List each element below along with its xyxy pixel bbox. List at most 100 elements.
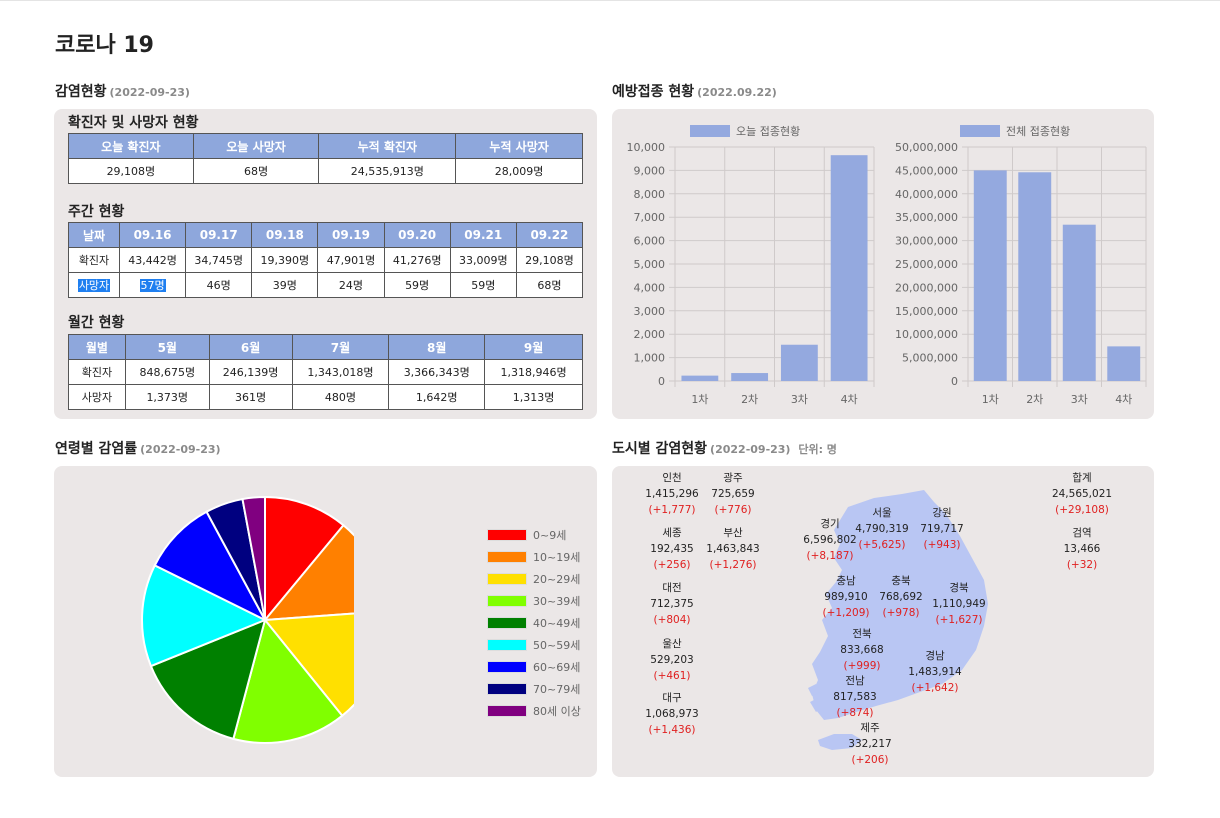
monthly-month: 5월 bbox=[124, 334, 210, 360]
y-tick-label: 10,000 bbox=[627, 141, 666, 154]
x-tick-label: 2차 bbox=[1026, 393, 1043, 406]
monthly-cell: 848,675명 bbox=[124, 359, 210, 385]
weekly-cell: 46명 bbox=[185, 272, 253, 298]
monthly-corner: 월별 bbox=[68, 334, 126, 360]
pie-slice bbox=[264, 495, 345, 623]
table-row: 확진자 43,442명 34,745명 19,390명 47,901명 41,2… bbox=[68, 247, 584, 273]
legend-swatch bbox=[487, 573, 527, 585]
y-tick-label: 5,000,000 bbox=[902, 352, 958, 365]
legend-swatch bbox=[487, 683, 527, 695]
monthly-cell: 246,139명 bbox=[208, 359, 293, 385]
weekly-cell: 41,276명 bbox=[383, 247, 451, 273]
vaccination-charts: 오늘 접종현황 10,000 9,000 8,000 7,000 6,000 5,000 4,… bbox=[627, 125, 1147, 406]
korea-map-shapes bbox=[808, 490, 988, 750]
table-row: 사망자 1,373명 361명 480명 1,642명 1,313명 bbox=[68, 384, 583, 410]
legend-item: 60~69세 bbox=[487, 656, 581, 678]
city-panel: 인천 1,415,296 (+1,777) 광주 725,659 (+776) 세종 192,… bbox=[612, 466, 1154, 777]
legend-label: 오늘 접종현황 bbox=[736, 125, 800, 138]
y-tick-label: 1,000 bbox=[634, 352, 666, 365]
city-name: 충북 bbox=[891, 575, 911, 587]
city-total: 1,415,296 bbox=[645, 488, 699, 500]
city-total: 719,717 bbox=[920, 523, 964, 535]
city-delta: (+978) bbox=[882, 607, 920, 619]
city-stat: 서울 4,790,319 (+5,625) bbox=[842, 505, 922, 553]
city-stat: 제주 332,217 (+206) bbox=[830, 720, 910, 768]
legend-item: 80세 이상 bbox=[487, 700, 581, 722]
city-delta: (+776) bbox=[714, 504, 752, 516]
x-tick-label: 3차 bbox=[1071, 393, 1088, 406]
monthly-month: 7월 bbox=[291, 334, 390, 360]
weekly-cell: 59명 bbox=[449, 272, 517, 298]
city-delta: (+5,625) bbox=[858, 539, 906, 551]
y-tick-label: 9,000 bbox=[634, 164, 666, 177]
legend-item: 10~19세 bbox=[487, 546, 581, 568]
city-stat: 경기 6,596,802 (+8,187) bbox=[790, 516, 870, 564]
city-name: 제주 bbox=[860, 722, 880, 734]
summary-value: 24,535,913명 bbox=[318, 158, 457, 184]
y-tick-label: 4,000 bbox=[634, 281, 666, 294]
age-date: (2022-09-23) bbox=[140, 443, 221, 456]
city-total: 768,692 bbox=[879, 591, 923, 603]
legend-item: 20~29세 bbox=[487, 568, 581, 590]
city-name: 광주 bbox=[723, 472, 743, 484]
infection-panel: 확진자 및 사망자 현황 오늘 확진자 오늘 사망자 누적 확진자 누적 사망자… bbox=[54, 109, 597, 419]
x-tick-label: 1차 bbox=[982, 393, 999, 406]
infection-heading: 감염현황 (2022-09-23) bbox=[55, 81, 190, 101]
summary-table: 오늘 확진자 오늘 사망자 누적 확진자 누적 사망자 29,108명 68명 … bbox=[68, 133, 583, 184]
pie-slice bbox=[149, 618, 267, 741]
summary-header: 누적 확진자 bbox=[318, 133, 457, 159]
bar bbox=[1062, 224, 1096, 381]
weekly-date: 09.22 bbox=[515, 222, 584, 248]
city-delta: (+1,209) bbox=[822, 607, 870, 619]
pie-slice bbox=[153, 510, 268, 623]
weekly-date: 09.17 bbox=[185, 222, 253, 248]
weekly-cell: 34,745명 bbox=[185, 247, 253, 273]
bar bbox=[830, 155, 868, 381]
infection-date: (2022-09-23) bbox=[109, 86, 190, 99]
city-delta: (+32) bbox=[1066, 559, 1098, 571]
monthly-month: 6월 bbox=[208, 334, 293, 360]
legend-label: 40~49세 bbox=[533, 617, 581, 630]
y-tick-label: 0 bbox=[951, 375, 958, 388]
city-name: 서울 bbox=[872, 507, 892, 519]
city-name: 전북 bbox=[852, 628, 872, 640]
y-tick-label: 50,000,000 bbox=[895, 141, 958, 154]
pie-slice bbox=[263, 612, 354, 718]
weekly-date: 09.20 bbox=[383, 222, 451, 248]
bar bbox=[681, 375, 719, 381]
y-tick-label: 45,000,000 bbox=[895, 164, 958, 177]
legend-swatch bbox=[487, 617, 527, 629]
y-tick-label: 8,000 bbox=[634, 188, 666, 201]
city-stat: 울산 529,203 (+461) bbox=[632, 636, 712, 684]
city-total: 989,910 bbox=[824, 591, 868, 603]
weekly-date: 09.19 bbox=[317, 222, 385, 248]
legend-label: 60~69세 bbox=[533, 661, 581, 674]
monthly-title: 월간 현황 bbox=[68, 315, 125, 331]
legend-swatch bbox=[960, 125, 1000, 137]
city-total: 529,203 bbox=[650, 654, 694, 666]
weekly-cell: 47,901명 bbox=[317, 247, 385, 273]
legend-label: 0~9세 bbox=[533, 529, 567, 542]
city-total: 817,583 bbox=[833, 691, 877, 703]
legend-label: 80세 이상 bbox=[533, 705, 581, 718]
city-total: 13,466 bbox=[1063, 543, 1101, 555]
city-heading-text: 도시별 감염현황 bbox=[612, 441, 708, 457]
city-heading: 도시별 감염현황 (2022-09-23) 단위: 명 bbox=[612, 438, 837, 458]
jeju-island-shape bbox=[818, 734, 862, 750]
monthly-table: 월별 5월 6월 7월 8월 9월 확진자 848,675명 246,139명 … bbox=[68, 334, 583, 410]
city-delta: (+29,108) bbox=[1055, 504, 1109, 516]
weekly-cell: 59명 bbox=[383, 272, 451, 298]
legend-swatch bbox=[487, 529, 527, 541]
vaccination-heading: 예방접종 현황 (2022.09.22) bbox=[612, 81, 777, 101]
table-row: 확진자 848,675명 246,139명 1,343,018명 3,366,3… bbox=[68, 359, 583, 385]
weekly-date: 09.16 bbox=[118, 222, 187, 248]
monthly-cell: 480명 bbox=[291, 384, 390, 410]
y-tick-label: 25,000,000 bbox=[895, 258, 958, 271]
weekly-cell-wrap: 57명 bbox=[118, 272, 187, 298]
city-name: 인천 bbox=[662, 472, 682, 484]
city-unit: 단위: 명 bbox=[798, 443, 837, 456]
weekly-corner: 날짜 bbox=[68, 222, 120, 248]
summary-header: 오늘 확진자 bbox=[68, 133, 194, 159]
city-delta: (+1,627) bbox=[935, 614, 983, 626]
y-tick-label: 15,000,000 bbox=[895, 305, 958, 318]
